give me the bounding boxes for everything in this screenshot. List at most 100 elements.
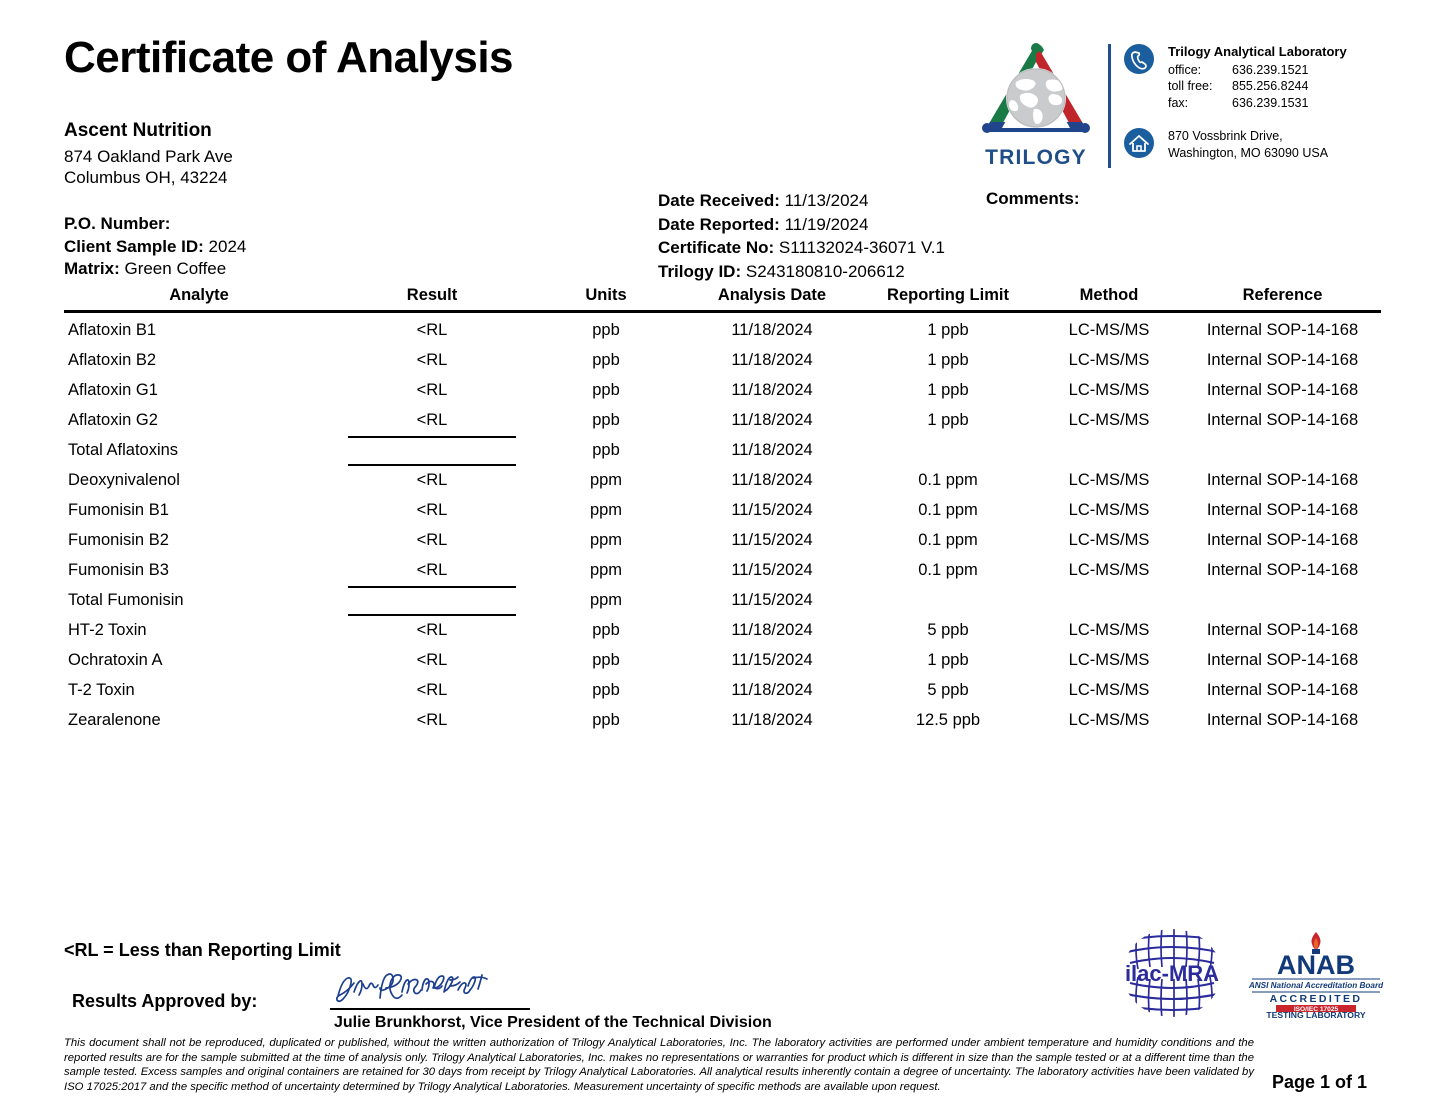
trilogy-id-row: Trilogy ID: S243180810-206612 — [658, 260, 945, 284]
table-header-row: Analyte Result Units Analysis Date Repor… — [64, 286, 1381, 313]
method-cell — [1034, 436, 1184, 466]
analyte-cell: Fumonisin B3 — [68, 561, 169, 579]
column-header-reference: Reference — [1184, 286, 1381, 313]
units-cell: ppb — [592, 681, 620, 699]
table-row: Fumonisin B2 <RL ppm 11/15/2024 0.1 ppm LC-MS… — [64, 526, 1381, 556]
units-cell: ppm — [589, 471, 623, 489]
table-row: Fumonisin B3 <RL ppm 11/15/2024 0.1 ppm LC-MS… — [64, 556, 1381, 586]
table-row: Fumonisin B1 <RL ppm 11/15/2024 0.1 ppm LC-MS… — [64, 496, 1381, 526]
date-reported-value: 11/19/2024 — [784, 214, 869, 234]
reference-cell: Internal SOP-14-168 — [1206, 321, 1359, 339]
office-value: 636.239.1521 — [1232, 62, 1309, 77]
analysis-date-cell: 11/15/2024 — [731, 561, 813, 579]
units-cell: ppb — [592, 351, 620, 369]
column-header-analyte: Analyte — [64, 286, 334, 313]
results-approved-label: Results Approved by: — [72, 991, 258, 1011]
lab-address-row: 870 Vossbrink Drive, Washington, MO 6309… — [1124, 128, 1414, 161]
column-header-reporting-limit: Reporting Limit — [862, 286, 1034, 313]
lab-contact-block: Trilogy Analytical Laboratory office: 63… — [1124, 44, 1414, 161]
method-cell: LC-MS/MS — [1068, 561, 1150, 579]
analysis-date-cell: 11/15/2024 — [731, 501, 813, 519]
anab-accredited-text: ACCREDITED — [1270, 993, 1363, 1005]
ilac-mra-text: ilac-MRA — [1125, 961, 1219, 986]
certificate-no-label: Certificate No: — [658, 238, 775, 257]
analyte-cell: Aflatoxin G2 — [68, 411, 158, 429]
reference-cell: Internal SOP-14-168 — [1206, 381, 1359, 399]
result-cell: <RL — [416, 621, 448, 639]
matrix-label: Matrix: — [64, 259, 120, 278]
table-row: Total Aflatoxins ppb 11/18/2024 — [64, 435, 1381, 466]
result-cell: <RL — [416, 711, 448, 729]
units-cell: ppm — [589, 591, 623, 609]
method-cell: LC-MS/MS — [1068, 471, 1150, 489]
analyte-cell: Zearalenone — [68, 711, 161, 729]
method-cell: LC-MS/MS — [1068, 621, 1150, 639]
ilac-mra-logo: ilac-MRA — [1118, 927, 1226, 1019]
lab-phone-row: Trilogy Analytical Laboratory office: 63… — [1124, 44, 1414, 111]
method-cell: LC-MS/MS — [1068, 351, 1150, 369]
reporting-limit-cell: 5 ppb — [927, 621, 969, 639]
lab-address-line2: Washington, MO 63090 USA — [1168, 145, 1329, 160]
analyte-cell: Fumonisin B2 — [68, 531, 169, 549]
column-header-units: Units — [530, 286, 682, 313]
table-row: Deoxynivalenol <RL ppm 11/18/2024 0.1 ppm LC-… — [64, 466, 1381, 496]
analysis-date-cell: 11/18/2024 — [731, 621, 813, 639]
analyte-cell: Aflatoxin B2 — [68, 351, 157, 369]
method-cell: LC-MS/MS — [1068, 381, 1150, 399]
result-cell: <RL — [416, 651, 448, 669]
reference-cell: Internal SOP-14-168 — [1206, 501, 1359, 519]
client-sample-id-row: Client Sample ID: 2024 — [64, 236, 246, 259]
units-cell: ppb — [592, 651, 620, 669]
certificate-no-value: S11132024-36071 V.1 — [778, 238, 945, 257]
reporting-limit-cell: 1 ppb — [927, 411, 969, 429]
column-header-result: Result — [334, 286, 530, 313]
units-cell: ppm — [589, 501, 623, 519]
page-title: Certificate of Analysis — [64, 33, 514, 82]
analyte-cell: Ochratoxin A — [68, 651, 163, 669]
phone-grid: office: 636.239.1521 toll free: 855.256.… — [1168, 62, 1347, 112]
method-cell: LC-MS/MS — [1068, 321, 1150, 339]
phone-icon — [1124, 44, 1154, 74]
reporting-limit-cell: 0.1 ppm — [918, 471, 978, 489]
header-divider — [1108, 44, 1111, 168]
reporting-limit-cell: 12.5 ppb — [915, 711, 981, 729]
legal-disclaimer: This document shall not be reproduced, d… — [64, 1037, 1254, 1093]
client-address-line2: Columbus OH, 43224 — [64, 168, 228, 187]
results-table-body: Aflatoxin B1 <RL ppb 11/18/2024 1 ppb LC-MS/M… — [64, 312, 1381, 736]
comments-label: Comments: — [986, 189, 1080, 208]
home-icon — [1124, 128, 1154, 158]
method-cell — [1034, 586, 1184, 616]
ilac-mra-icon: ilac-MRA — [1123, 929, 1221, 1017]
analysis-date-cell: 11/15/2024 — [731, 531, 813, 549]
reporting-limit-cell: 1 ppb — [927, 651, 969, 669]
reporting-limit-cell: 1 ppb — [927, 321, 969, 339]
table-row: Aflatoxin G2 <RL ppb 11/18/2024 1 ppb LC-MS/M… — [64, 406, 1381, 436]
fax-value: 636.239.1531 — [1232, 95, 1309, 110]
trilogy-id-label: Trilogy ID: — [658, 261, 742, 281]
reporting-limit-cell: 5 ppb — [927, 681, 969, 699]
analysis-date-cell: 11/18/2024 — [731, 321, 813, 339]
reporting-limit-cell: 1 ppb — [927, 381, 969, 399]
lab-address-text: 870 Vossbrink Drive, Washington, MO 6309… — [1168, 128, 1328, 161]
anab-standard-text: ISO/IEC 17025 — [1294, 1006, 1339, 1013]
table-row: Aflatoxin B2 <RL ppb 11/18/2024 1 ppb LC-MS/M… — [64, 346, 1381, 376]
result-cell: <RL — [416, 321, 448, 339]
reporting-limit-cell: 0.1 ppm — [918, 561, 978, 579]
signature-image — [330, 962, 530, 1012]
trilogy-wordmark: TRILOGY — [985, 146, 1087, 169]
analyte-cell: T-2 Toxin — [68, 681, 135, 699]
units-cell: ppb — [592, 711, 620, 729]
method-cell: LC-MS/MS — [1068, 531, 1150, 549]
analyte-cell: Aflatoxin B1 — [68, 321, 157, 339]
anab-subtitle: ANSI National Accreditation Board — [1248, 981, 1384, 990]
reporting-limit-note: <RL = Less than Reporting Limit — [64, 940, 341, 960]
analysis-date-cell: 11/18/2024 — [731, 351, 813, 369]
lab-name: Trilogy Analytical Laboratory — [1168, 44, 1347, 59]
units-cell: ppb — [592, 441, 620, 459]
method-cell: LC-MS/MS — [1068, 411, 1150, 429]
units-cell: ppb — [592, 411, 620, 429]
sample-meta-middle: Date Received: 11/13/2024 Date Reported:… — [658, 189, 945, 283]
po-number-row: P.O. Number: — [64, 213, 246, 236]
analysis-date-cell: 11/15/2024 — [731, 591, 813, 609]
reference-cell: Internal SOP-14-168 — [1206, 531, 1359, 549]
